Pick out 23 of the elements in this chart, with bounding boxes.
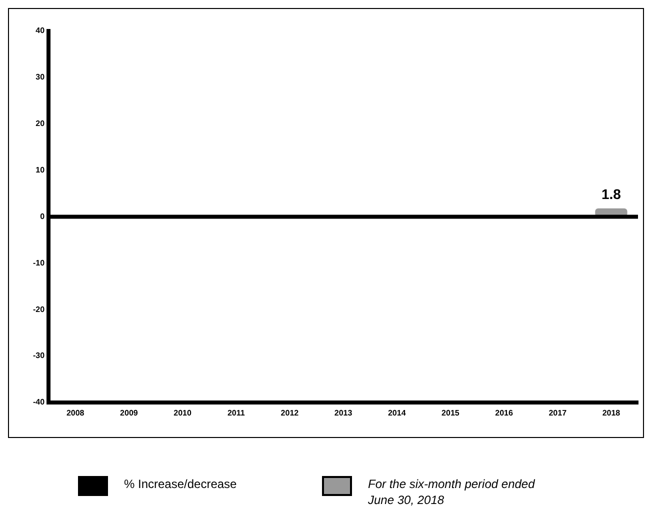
y-tick-label: -10 bbox=[33, 258, 46, 268]
legend-label: % Increase/decrease bbox=[124, 476, 238, 492]
x-tick-label: 2017 bbox=[548, 408, 568, 418]
x-tick-label: 2016 bbox=[495, 408, 514, 418]
y-tick-label: 30 bbox=[36, 72, 46, 82]
y-tick-label: 0 bbox=[40, 212, 46, 221]
x-tick-label: 2013 bbox=[334, 408, 353, 418]
y-tick-label: -30 bbox=[33, 351, 46, 360]
x-tick-label: 2012 bbox=[280, 408, 300, 418]
x-tick-label: 2014 bbox=[388, 408, 406, 418]
y-tick-label: 20 bbox=[36, 119, 46, 128]
data-label: 1.8 bbox=[601, 186, 622, 202]
x-tick-label: 2015 bbox=[442, 408, 460, 418]
x-tick-label: 2009 bbox=[120, 408, 138, 418]
y-tick-label: -20 bbox=[33, 304, 46, 314]
y-tick-label: 40 bbox=[36, 26, 46, 36]
x-tick-label: 2008 bbox=[66, 408, 85, 418]
legend-label: For the six-month period ended June 30, 2018 bbox=[368, 476, 536, 508]
x-tick-label: 2010 bbox=[174, 408, 192, 418]
y-tick-label: -40 bbox=[33, 398, 46, 407]
y-tick-label: 10 bbox=[36, 165, 46, 174]
x-tick-label: 2011 bbox=[227, 408, 246, 418]
x-tick-label: 2018 bbox=[602, 408, 621, 418]
